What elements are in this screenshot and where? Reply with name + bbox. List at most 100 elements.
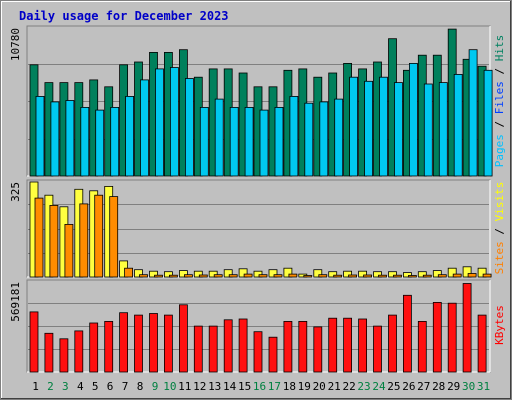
bar-files-day-14 [229,107,239,177]
bar-kbytes-day-25 [388,314,397,373]
bar-sites-day-3 [64,223,74,278]
bar-sites-day-18 [288,273,298,278]
bar-files-day-20 [319,101,329,177]
bar-sites-day-25 [393,274,402,278]
bar-visits-day-17 [268,269,278,278]
legend-entry: Visits [493,182,506,222]
legend-entry: Sites [493,241,506,274]
bar-sites-day-14 [228,274,238,278]
bar-kbytes-day-18 [283,320,293,373]
bar-visits-day-11 [178,270,188,278]
bar-sites-day-9 [154,274,163,278]
bar-visits-day-14 [223,269,233,278]
x-tick-label: 21 [328,380,341,393]
bar-kbytes-day-8 [134,314,143,373]
bar-kbytes-day-15 [238,318,248,373]
y-max-label-kbytes: 569181 [9,282,22,322]
x-tick-label: 5 [92,380,99,393]
bar-sites-day-4 [79,203,89,278]
bar-sites-day-27 [422,274,432,278]
bar-files-day-7 [125,96,134,177]
bar-visits-day-20 [313,269,323,278]
x-tick-label: 12 [193,380,206,393]
bar-kbytes-day-10 [163,314,173,373]
x-tick-label: 23 [357,380,370,393]
x-tick-label: 11 [178,380,191,393]
bar-kbytes-day-3 [59,338,69,373]
bar-sites-day-17 [273,274,283,278]
x-tick-label: 29 [447,380,460,393]
legend-entry: / [493,221,506,241]
bar-visits-day-31 [477,267,487,278]
x-tick-label: 28 [432,380,445,393]
bar-sites-day-21 [333,274,343,278]
bar-files-day-25 [394,82,403,177]
x-tick-label: 9 [152,380,159,393]
bar-kbytes-day-22 [343,317,353,373]
bar-visits-day-22 [343,270,353,278]
bar-kbytes-day-6 [104,320,114,373]
x-tick-label: 31 [477,380,490,393]
bar-files-day-2 [50,101,60,177]
bar-kbytes-day-21 [328,317,338,373]
bar-sites-day-24 [378,274,387,278]
bar-files-day-29 [453,74,463,177]
bar-sites-day-6 [109,196,119,278]
bar-kbytes-day-28 [432,301,442,373]
legend-kbytes: KBytes [493,305,506,345]
plot-area-visits [26,179,491,278]
bar-visits-day-26 [402,272,412,278]
bar-kbytes-day-12 [193,325,203,373]
legend-entry: KBytes [493,305,506,345]
bar-kbytes-day-19 [298,320,308,373]
legend-entry: / [493,61,506,81]
bar-sites-day-8 [139,274,148,278]
x-tick-label: 15 [238,380,251,393]
bar-visits-day-8 [134,269,143,278]
x-tick-label: 26 [402,380,415,393]
bar-files-day-8 [140,79,149,177]
bar-sites-day-5 [94,194,104,278]
bar-files-day-17 [274,107,284,177]
bar-kbytes-day-4 [74,330,84,373]
bar-kbytes-day-26 [402,294,412,373]
bar-kbytes-day-27 [417,320,427,373]
bar-sites-day-16 [258,274,268,278]
bar-visits-day-10 [163,271,173,278]
bar-files-day-30 [468,49,478,177]
x-tick-label: 24 [372,380,386,393]
bar-sites-day-7 [124,267,133,278]
x-tick-label: 20 [313,380,326,393]
bar-kbytes-day-14 [223,319,233,373]
bar-kbytes-day-20 [313,326,323,373]
bar-sites-day-2 [49,204,59,278]
bar-files-day-24 [379,76,388,177]
legend-hits: Pages / Files / Hits [493,35,506,168]
bar-kbytes-day-1 [29,311,39,373]
bar-files-day-27 [423,83,433,177]
bar-files-day-4 [80,107,90,177]
x-tick-label: 27 [417,380,430,393]
y-max-label-visits: 325 [9,182,22,202]
x-tick-label: 1 [32,380,39,393]
bar-files-day-18 [289,96,299,177]
bar-kbytes-day-31 [477,314,487,373]
bar-files-day-12 [199,107,209,177]
x-tick-label: 8 [137,380,144,393]
legend-visits: Sites / Visits [493,182,506,275]
bar-files-day-16 [259,109,269,177]
x-tick-label: 6 [107,380,114,393]
bar-sites-day-23 [363,274,373,278]
bar-files-day-11 [184,78,194,177]
x-tick-label: 25 [387,380,400,393]
bar-kbytes-day-5 [89,322,99,373]
legend-entry: Hits [493,35,506,62]
legend-entry: Files [493,81,506,114]
bar-files-day-5 [95,109,105,177]
bar-sites-day-22 [348,274,358,278]
bar-files-day-10 [169,67,179,177]
bar-kbytes-day-30 [462,283,472,373]
bar-visits-day-30 [462,266,472,278]
bar-files-day-15 [244,107,254,177]
